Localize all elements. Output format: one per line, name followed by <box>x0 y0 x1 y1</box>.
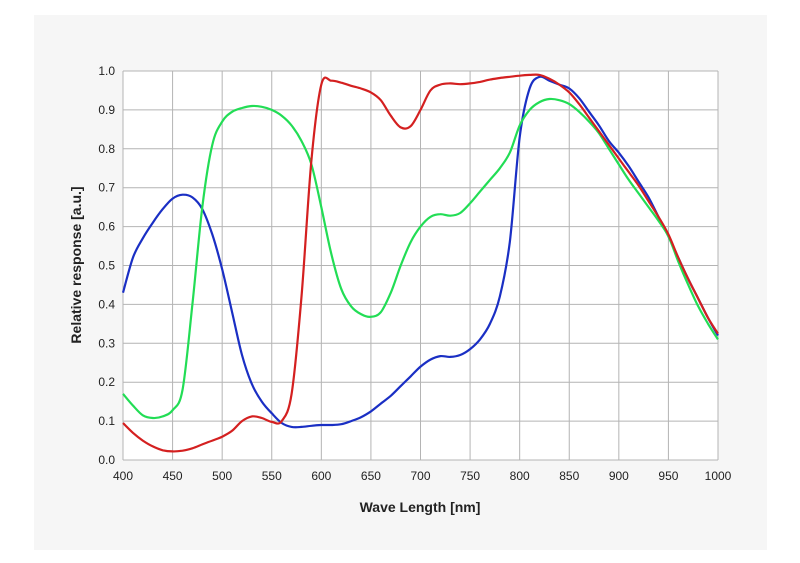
x-tick-label: 650 <box>361 469 381 483</box>
y-tick-label: 0.3 <box>98 336 115 350</box>
y-tick-label: 0.6 <box>98 220 115 234</box>
x-tick-label: 550 <box>262 469 282 483</box>
y-tick-label: 0.2 <box>98 375 115 389</box>
y-tick-label: 0.7 <box>98 181 115 195</box>
y-tick-label: 0.0 <box>98 453 115 467</box>
y-axis-label: Relative response [a.u.] <box>68 186 84 343</box>
x-axis-label: Wave Length [nm] <box>360 499 481 515</box>
series-group <box>121 73 719 453</box>
y-tick-label: 0.5 <box>98 259 115 273</box>
x-tick-label: 600 <box>311 469 331 483</box>
y-tick-label: 0.4 <box>98 297 115 311</box>
x-tick-label: 450 <box>163 469 183 483</box>
x-tick-label: 900 <box>609 469 629 483</box>
x-tick-label: 400 <box>113 469 133 483</box>
y-tick-label: 0.9 <box>98 103 115 117</box>
x-tick-label: 750 <box>460 469 480 483</box>
y-tick-label: 0.1 <box>98 414 115 428</box>
x-tick-label: 700 <box>410 469 430 483</box>
y-tick-label: 0.8 <box>98 142 115 156</box>
grid <box>122 70 719 461</box>
series-line-blue <box>121 75 719 429</box>
x-tick-label: 800 <box>510 469 530 483</box>
series-line-green <box>122 97 719 420</box>
y-axis-ticks: 0.0 0.1 0.2 0.3 0.4 0.5 0.6 0.7 0.8 0.9 1.0 <box>98 64 115 467</box>
x-tick-label: 500 <box>212 469 232 483</box>
x-tick-label: 850 <box>559 469 579 483</box>
x-axis-ticks: 400 450 500 550 600 650 700 750 800 850 900 950 1000 <box>113 469 732 483</box>
x-tick-label: 1000 <box>705 469 732 483</box>
x-tick-label: 950 <box>658 469 678 483</box>
series-line-red <box>122 73 719 453</box>
y-tick-label: 1.0 <box>98 64 115 78</box>
